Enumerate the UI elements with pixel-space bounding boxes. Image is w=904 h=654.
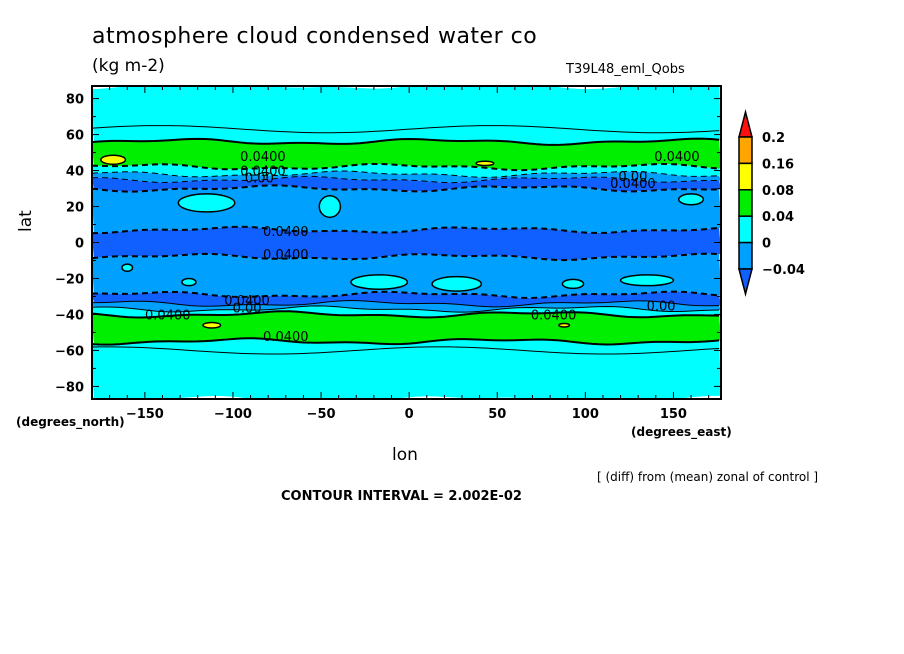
contour-blob [202,321,222,329]
contour-label: 0.00 [233,301,262,316]
contour-field [92,86,721,399]
axes: −150 −100 −50 0 50 100 150 80 60 40 20 0 −20 −40 −60 −8… [55,86,721,422]
y-tick-label: 20 [66,201,84,216]
contour-label: 0.0400 [263,225,309,240]
contour-blob [181,277,197,287]
x-tick-label: −100 [214,407,252,422]
y-tick-label: −40 [55,308,84,323]
contour-line [92,170,720,178]
band-6 [92,226,721,261]
colorbar-box [738,136,753,165]
contour-label: 0.0400 [263,330,309,345]
x-axis-units: (degrees_east) [631,425,732,439]
colorbar-label: 0.16 [762,157,794,172]
colorbar-box [738,189,753,217]
contour-line [92,346,720,355]
contour-label: 0.0400 [240,165,286,180]
chart-title: atmosphere cloud condensed water co [92,24,538,49]
band-10 [92,305,721,318]
contour-blob [431,275,483,292]
x-tick-label: 0 [405,407,414,422]
colorbar-label: 0.2 [762,131,785,146]
contour-label: 0.00 [647,299,676,314]
contour-line [92,225,720,235]
contour-label: 0.0400 [224,294,270,309]
y-axis-units: (degrees_north) [16,415,125,429]
contour-blob [561,278,585,290]
contour-blob [475,160,495,167]
colorbar: 0.2 0.16 0.08 0.04 0 −0.04 [738,109,805,297]
contour-blob [677,193,705,206]
band-0 [92,86,721,145]
contour-line [92,310,720,319]
contour-line [92,305,720,313]
colorbar-label: 0 [762,237,771,252]
contour-interval: CONTOUR INTERVAL = 2.002E-02 [281,489,522,504]
colorbar-box [738,241,753,270]
contour-blob [558,322,571,328]
y-tick-label: −20 [55,272,84,287]
colorbar-label: 0.04 [762,210,794,225]
y-tick-label: 80 [66,93,84,108]
x-tick-label: 50 [488,407,506,422]
contour-blob [177,193,236,213]
contour-label: 0.0400 [654,150,700,165]
colorbar-bottom-triangle [738,268,753,297]
units-label: (kg m-2) [92,56,165,76]
colorbar-top-triangle [738,109,753,138]
contour-labels: 0.04000.04000.000.04000.000.04000.04000.… [145,150,700,345]
band-7 [92,253,721,298]
contour-line [92,184,720,193]
x-tick-label: 150 [660,407,687,422]
contour-line [92,252,720,262]
contour-line [92,137,720,146]
band-3 [92,171,721,183]
experiment-label: T39L48_eml_Qobs [566,62,685,77]
contour-line [92,290,720,299]
x-axis-label: lon [392,445,418,465]
contour-label: 0.00 [618,170,647,185]
band-4 [92,176,721,192]
contour-blob [619,274,675,287]
contour-line [92,162,720,172]
x-tick-label: −50 [307,407,336,422]
y-tick-label: 60 [66,129,84,144]
x-tick-label: −150 [126,407,164,422]
y-tick-label: 40 [66,165,84,180]
diff-note: [ (diff) from (mean) zonal of control ] [597,470,819,484]
contour-blob [318,194,342,219]
colorbar-box [738,162,753,191]
x-tick-label: 100 [572,407,599,422]
contour-line [92,300,720,308]
contour-label: 0.0400 [145,308,191,323]
colorbar-label: −0.04 [762,263,805,278]
contour-line [92,125,720,134]
contour-label: 0.00 [245,172,274,187]
contour-label: 0.0400 [240,150,286,165]
colorbar-label: 0.08 [762,184,794,199]
contour-blob [350,274,409,291]
colorbar-box [738,215,753,244]
band-9 [92,300,721,313]
y-tick-label: 0 [75,237,84,252]
band-5 [92,185,721,234]
contour-line [92,337,720,346]
contour-line [92,175,720,184]
band-11 [92,311,721,345]
contour-blob [100,154,127,165]
contour-label: 0.0400 [263,248,309,263]
contour-label: 0.0400 [610,177,656,192]
contour-blob [121,263,134,273]
contour-label: 0.0400 [531,308,577,323]
band-1 [92,138,721,171]
y-tick-label: −80 [55,380,84,395]
band-8 [92,291,721,307]
y-tick-label: −60 [55,344,84,359]
